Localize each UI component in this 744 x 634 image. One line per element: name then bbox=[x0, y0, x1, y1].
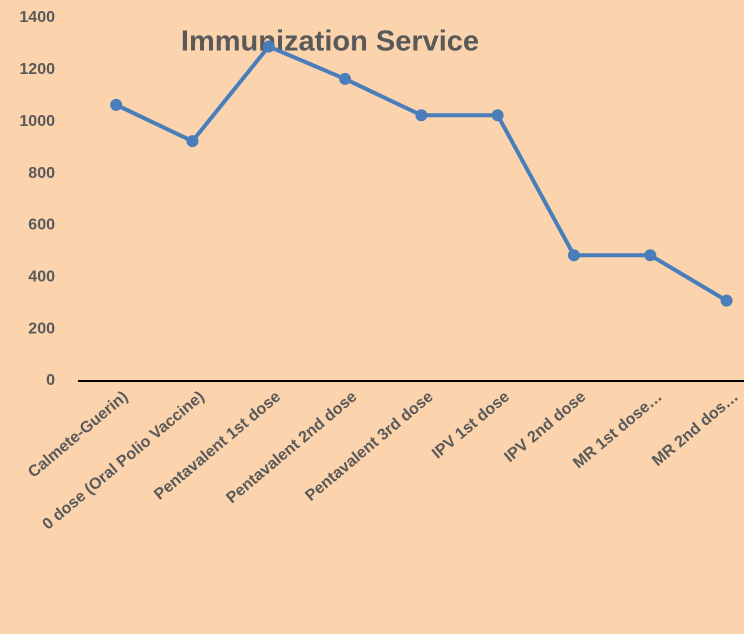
y-tick-label: 600 bbox=[28, 217, 55, 234]
y-tick-label: 800 bbox=[28, 165, 55, 182]
y-tick-label: 1200 bbox=[19, 61, 55, 78]
y-tick-label: 400 bbox=[28, 269, 55, 286]
y-tick-label: 1400 bbox=[19, 9, 55, 26]
chart-title: Immunization Service bbox=[181, 26, 479, 58]
y-tick-label: 200 bbox=[28, 320, 55, 337]
point bbox=[186, 135, 199, 148]
point bbox=[339, 72, 352, 85]
point bbox=[567, 249, 580, 262]
point bbox=[262, 40, 275, 53]
point bbox=[491, 109, 504, 122]
point bbox=[415, 109, 428, 122]
point bbox=[110, 98, 123, 111]
y-tick-label: 1000 bbox=[19, 113, 55, 130]
y-tick-label: 0 bbox=[46, 372, 55, 389]
point bbox=[644, 249, 657, 262]
point bbox=[720, 294, 733, 307]
